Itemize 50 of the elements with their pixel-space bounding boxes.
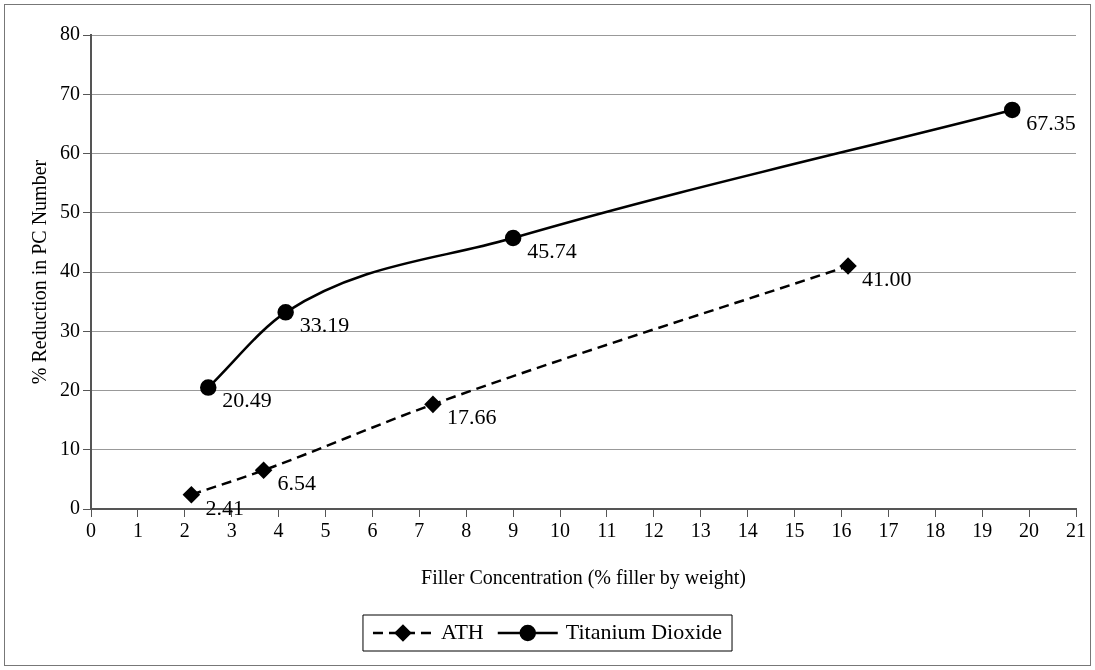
x-axis-title: Filler Concentration (% filler by weight) [421,566,746,590]
x-tick-label: 1 [132,519,143,542]
y-tick-label: 70 [60,81,80,104]
point [424,396,442,413]
point [1003,101,1021,119]
y-tick-label: 60 [60,140,80,163]
point [277,304,294,321]
x-tick-label: 20 [1019,519,1040,542]
y-tick-label: 30 [60,318,80,341]
data-label: 6.54 [277,470,317,496]
data-label: 45.74 [527,237,577,263]
legend-label: Titanium Dioxide [565,618,723,644]
x-tick-label: 14 [737,519,758,542]
y-tick-label: 0 [70,496,80,519]
x-tick-label: 3 [226,519,237,542]
x-tick-label: 13 [690,519,711,542]
point [200,379,217,396]
point [839,257,857,275]
x-tick-label: 2 [179,519,190,542]
x-tick-label: 11 [597,519,617,542]
x-tick-label: 15 [784,519,805,542]
x-tick-label: 6 [367,519,378,542]
data-label: 20.49 [222,387,272,413]
data-label: 33.19 [299,312,350,338]
data-label: 41.00 [862,265,912,291]
legend-label: ATH [440,618,484,644]
y-tick-label: 10 [60,437,80,459]
point [255,462,272,479]
point [504,229,522,247]
x-tick-label: 19 [972,519,993,542]
y-axis-title: % Reduction in PC Number [28,159,51,385]
x-tick-label: 17 [878,519,899,542]
x-tick-label: 4 [273,519,284,542]
x-tick-label: 9 [508,519,519,542]
data-label: 67.35 [1026,109,1076,135]
x-tick-label: 12 [643,519,664,542]
y-tick-label: 50 [60,200,80,222]
x-tick-label: 16 [831,519,852,542]
data-label: 17.66 [446,404,497,430]
x-tick-label: 5 [320,519,331,542]
x-tick-label: 18 [925,519,946,542]
y-tick-label: 20 [60,377,80,400]
y-tick-label: 80 [60,22,80,45]
x-tick-label: 21 [1066,519,1086,542]
point [183,486,200,503]
x-tick-label: 8 [461,519,472,542]
x-tick-label: 10 [550,519,571,542]
y-tick-label: 40 [60,259,80,282]
x-tick-label: 7 [414,519,425,542]
x-tick-label: 0 [86,519,96,542]
